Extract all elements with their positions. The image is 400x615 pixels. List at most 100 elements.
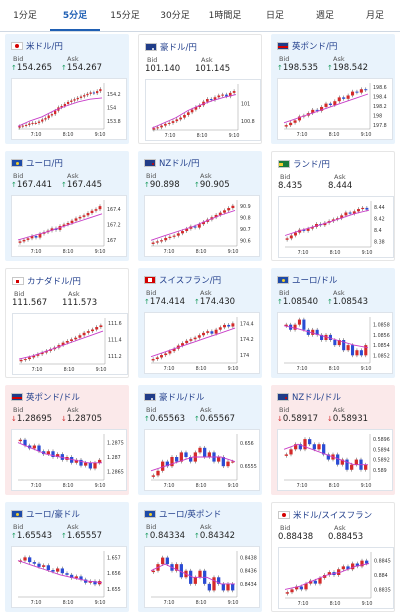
tab-timeframe[interactable]: 30分足 xyxy=(160,11,190,21)
tab-timeframe[interactable]: 5分足 xyxy=(50,0,100,31)
tab-timeframe[interactable]: 月足 xyxy=(365,11,384,21)
x-tick-label: 9:10 xyxy=(228,366,239,372)
x-tick-label: 9:10 xyxy=(361,483,372,489)
ask-value: 0.88453 xyxy=(328,532,363,542)
mini-chart[interactable]: 111.6 111.4 111.2 7:10 8:10 9:10 xyxy=(12,313,128,375)
ask-label: Ask xyxy=(333,406,345,414)
y-tick-label: 0.8438 xyxy=(240,556,257,562)
candle xyxy=(50,114,54,116)
y-tick-label: 0.6555 xyxy=(240,464,257,470)
rate-card[interactable]: ユーロ/英ポンド Bid Ask ↑0.84334 ↑0.84342 0.8438 0.84… xyxy=(138,502,262,612)
candle xyxy=(183,114,186,118)
candle xyxy=(342,97,346,99)
ask-arrow-icon: ↑ xyxy=(327,64,333,72)
candle xyxy=(213,97,217,100)
moving-average-line xyxy=(17,213,103,241)
pair-name[interactable]: ユーロ/ドル xyxy=(292,276,338,286)
mini-chart[interactable]: 101 100.8 7:10 8:10 9:10 xyxy=(145,79,261,141)
pair-name[interactable]: ランド/円 xyxy=(293,160,330,170)
pair-name[interactable]: 米ドル/円 xyxy=(26,42,63,52)
candlestick-chart: 1.0858 1.0856 1.0854 1.0852 7:10 8:10 9:10 xyxy=(283,317,390,372)
pair-name[interactable]: スイスフラン/円 xyxy=(159,276,222,286)
y-tick-label: 0.589 xyxy=(373,468,387,474)
rate-card[interactable]: 英ポンド/ドル Bid Ask ↓1.28695 ↓1.28705 1.2875 1.287… xyxy=(5,385,129,495)
tab-timeframe[interactable]: 1時間足 xyxy=(208,11,242,21)
mini-chart[interactable]: 1.2875 1.287 1.2865 7:10 8:10 9:10 xyxy=(11,429,127,491)
pair-name[interactable]: ユーロ/円 xyxy=(26,159,63,169)
candle xyxy=(37,445,41,452)
rate-card[interactable]: 英ポンド/円 Bid Ask ↑198.535 ↑198.542 198.6 198.4 19… xyxy=(271,34,395,144)
mini-chart[interactable]: 90.9 90.8 90.7 90.6 7:10 8:10 9:10 xyxy=(144,195,260,257)
rate-card[interactable]: 豪ドル/円 Bid Ask 101.140 101.145 101 100.8 7:10 8:1… xyxy=(138,34,262,144)
pair-name[interactable]: ユーロ/英ポンド xyxy=(159,510,222,520)
candle xyxy=(297,116,302,121)
rate-card[interactable]: NZドル/円 Bid Ask ↑90.898 ↑90.905 90.9 90.8 90.7 90… xyxy=(138,151,262,261)
candle xyxy=(284,324,288,327)
candle xyxy=(299,586,303,590)
candle xyxy=(326,454,330,460)
mini-chart[interactable]: 154.2 154 153.8 7:10 8:10 9:10 xyxy=(11,78,127,140)
mini-chart[interactable]: 0.8845 0.884 0.8835 7:10 8:10 9:10 xyxy=(278,547,394,609)
pair-name[interactable]: 豪ドル/ドル xyxy=(159,393,205,403)
mini-chart[interactable]: 198.6 198.4 198.2 198 197.8 7:10 8:10 9:10 xyxy=(277,78,393,140)
ask-label: Ask xyxy=(333,55,345,63)
candle xyxy=(312,444,316,450)
pair-name[interactable]: NZドル/円 xyxy=(159,159,200,169)
ask-price: 198.542 xyxy=(332,63,369,73)
tab-timeframe[interactable]: 15分足 xyxy=(110,11,140,21)
candle xyxy=(189,457,193,462)
candlestick-chart: 0.5896 0.5894 0.5892 0.589 7:10 8:10 9:10 xyxy=(283,434,390,489)
pair-name[interactable]: 豪ドル/円 xyxy=(160,43,197,53)
x-tick-label: 7:10 xyxy=(298,601,309,607)
mini-chart[interactable]: 167.4 167.2 167 7:10 8:10 9:10 xyxy=(11,195,127,257)
candle xyxy=(354,459,358,465)
flag-icon xyxy=(144,276,156,284)
pair-name[interactable]: カナダドル/円 xyxy=(27,277,81,287)
rate-card[interactable]: カナダドル/円 Bid Ask 111.567 111.573 111.6 111.4 111… xyxy=(5,268,129,378)
candle xyxy=(323,222,327,226)
candle xyxy=(284,454,288,456)
x-tick-label: 9:10 xyxy=(228,483,239,489)
rate-card[interactable]: ランド/円 Bid Ask 8.435 8.444 8.44 8.42 8.4 8.38 7:10… xyxy=(271,151,395,261)
pair-name[interactable]: 英ポンド/ドル xyxy=(26,393,80,403)
mini-chart[interactable]: 1.0858 1.0856 1.0854 1.0852 7:10 8:10 9:10 xyxy=(277,312,393,374)
rate-card[interactable]: スイスフラン/円 Bid Ask ↑174.414 ↑174.430 174.4 174.2… xyxy=(138,268,262,378)
candle xyxy=(315,329,319,335)
rate-card[interactable]: 米ドル/スイスフラン Bid Ask 0.88438 0.88453 0.8845 0.88… xyxy=(271,502,395,612)
candle xyxy=(217,577,221,584)
mini-chart[interactable]: 0.8438 0.8436 0.8434 7:10 8:10 9:10 xyxy=(144,546,260,608)
x-tick-label: 8:10 xyxy=(64,367,75,373)
candle xyxy=(74,576,78,578)
tab-timeframe[interactable]: 1分足 xyxy=(13,11,37,21)
candle xyxy=(197,335,201,338)
mini-chart[interactable]: 1.657 1.656 1.655 7:10 8:10 9:10 xyxy=(11,546,127,608)
ask-label: Ask xyxy=(67,523,79,531)
x-tick-label: 7:10 xyxy=(32,367,43,373)
tab-timeframe[interactable]: 日足 xyxy=(265,11,284,21)
candle xyxy=(221,583,225,591)
ask-price: 0.88453 xyxy=(328,532,364,542)
candle xyxy=(155,241,159,243)
tab-timeframe[interactable]: 週足 xyxy=(315,11,334,21)
x-tick-label: 8:10 xyxy=(329,483,340,489)
mini-chart[interactable]: 8.44 8.42 8.4 8.38 7:10 8:10 9:10 xyxy=(278,196,394,258)
candle xyxy=(78,335,82,338)
pair-name[interactable]: 英ポンド/円 xyxy=(292,42,338,52)
candle xyxy=(98,206,102,210)
rate-card[interactable]: ユーロ/円 Bid Ask ↑167.441 ↑167.445 167.4 167.2 167… xyxy=(5,151,129,261)
ask-label: Ask xyxy=(200,172,212,180)
candle xyxy=(32,355,36,358)
rate-card[interactable]: ユーロ/ドル Bid Ask ↑1.08540 ↑1.08543 1.0858 1.0856… xyxy=(271,268,395,378)
pair-name[interactable]: 米ドル/スイスフラン xyxy=(293,511,373,521)
candle xyxy=(151,475,155,477)
candlestick-chart: 0.8845 0.884 0.8835 7:10 8:10 9:10 xyxy=(284,552,391,607)
rate-card[interactable]: NZドル/ドル Bid Ask ↓0.58917 ↓0.58931 0.5896 0.589… xyxy=(271,385,395,495)
rate-card[interactable]: 豪ドル/ドル Bid Ask ↑0.65563 ↑0.65567 0.656 0.6555 7… xyxy=(138,385,262,495)
mini-chart[interactable]: 174.4 174.2 174 7:10 8:10 9:10 xyxy=(144,312,260,374)
pair-name[interactable]: ユーロ/豪ドル xyxy=(26,510,80,520)
rate-card[interactable]: 米ドル/円 Bid Ask ↑154.265 ↑154.267 154.2 154 153.8… xyxy=(5,34,129,144)
mini-chart[interactable]: 0.5896 0.5894 0.5892 0.589 7:10 8:10 9:10 xyxy=(277,429,393,491)
mini-chart[interactable]: 0.656 0.6555 7:10 8:10 9:10 xyxy=(144,429,260,491)
pair-name[interactable]: NZドル/ドル xyxy=(292,393,342,403)
rate-card[interactable]: ユーロ/豪ドル Bid Ask ↑1.65543 ↑1.65557 1.657 1.656 1… xyxy=(5,502,129,612)
